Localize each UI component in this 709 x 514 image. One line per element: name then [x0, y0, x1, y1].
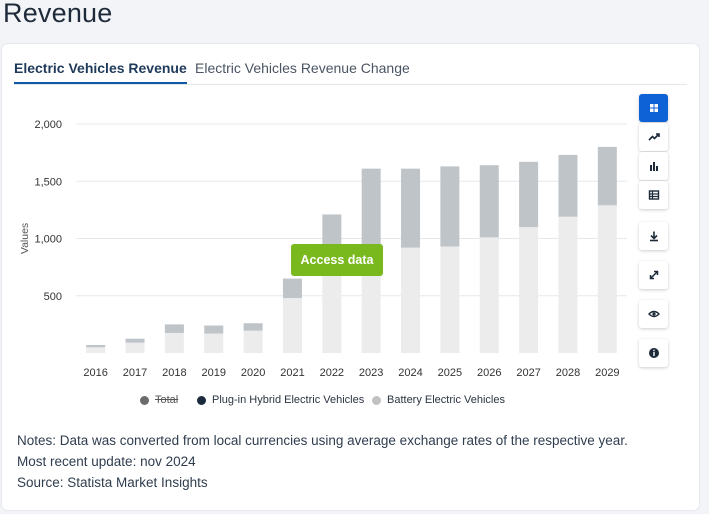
bar-segment-bev — [125, 342, 145, 353]
legend-item-total[interactable]: Total — [140, 394, 178, 406]
bar-segment-phev — [597, 146, 617, 206]
tab-bar: Electric Vehicles Revenue Electric Vehic… — [14, 58, 687, 85]
bar-segment-bev — [361, 273, 381, 353]
source-text: Source: Statista Market Insights — [17, 475, 208, 490]
bar-segment-phev — [440, 166, 460, 247]
bar-chart-button[interactable] — [639, 152, 668, 180]
tab-electric-vehicles-revenue[interactable]: Electric Vehicles Revenue — [14, 60, 187, 84]
bar-segment-phev — [401, 168, 421, 248]
bar-segment-phev — [86, 344, 106, 348]
bar-segment-phev — [125, 338, 145, 343]
x-tick-label: 2023 — [359, 367, 383, 379]
chart-card: Electric Vehicles Revenue Electric Vehic… — [2, 44, 699, 510]
y-tick-label: 500 — [44, 291, 62, 303]
legend-item-phev[interactable]: Plug-in Hybrid Electric Vehicles — [197, 394, 364, 406]
download-icon — [649, 231, 658, 242]
chart-notes: Notes: Data was converted from local cur… — [17, 430, 628, 493]
bar-segment-phev — [204, 325, 224, 334]
bar-segment-phev — [558, 154, 578, 217]
legend-item-bev[interactable]: Battery Electric Vehicles — [372, 394, 505, 406]
y-tick-label: 1,000 — [34, 234, 62, 246]
y-tick-label: 1,500 — [34, 176, 62, 188]
x-tick-label: 2021 — [280, 367, 304, 379]
x-tick-label: 2027 — [516, 367, 540, 379]
legend-label-phev: Plug-in Hybrid Electric Vehicles — [212, 394, 365, 406]
tab-electric-vehicles-revenue-change[interactable]: Electric Vehicles Revenue Change — [195, 60, 410, 76]
info-icon — [648, 348, 659, 358]
bar-segment-bev — [597, 205, 617, 353]
x-tick-label: 2020 — [241, 367, 265, 379]
x-tick-label: 2019 — [202, 367, 226, 379]
bar-chart-icon — [649, 162, 658, 171]
x-tick-label: 2028 — [556, 367, 580, 379]
grid-view-button[interactable] — [639, 94, 668, 122]
notes-text: Notes: Data was converted from local cur… — [17, 433, 628, 448]
bar-segment-phev — [519, 161, 539, 228]
legend-label-total: Total — [155, 394, 179, 406]
bar-segment-bev — [164, 332, 184, 353]
bar-segment-bev — [479, 237, 499, 353]
x-tick-label: 2024 — [398, 367, 422, 379]
x-tick-label: 2016 — [83, 367, 107, 379]
fullscreen-button[interactable] — [639, 261, 668, 289]
legend-dot-phev — [197, 395, 206, 405]
bar-segment-phev — [164, 324, 184, 333]
chart-legend: Total Plug-in Hybrid Electric Vehicles B… — [2, 394, 642, 412]
bar-segment-bev — [440, 246, 460, 353]
bar-segment-bev — [86, 347, 106, 353]
bar-segment-phev — [243, 323, 263, 331]
recent-update-text: Most recent update: nov 2024 — [17, 454, 196, 469]
x-tick-label: 2022 — [320, 367, 344, 379]
legend-label-bev: Battery Electric Vehicles — [387, 394, 505, 406]
info-button[interactable] — [639, 339, 668, 367]
access-data-button[interactable]: Access data — [291, 244, 383, 276]
preview-button[interactable] — [639, 300, 668, 328]
y-tick-label: 2,000 — [34, 119, 62, 131]
legend-dot-bev — [372, 395, 381, 405]
bar-segment-bev — [243, 330, 263, 353]
legend-dot-total — [140, 395, 149, 405]
table-view-button[interactable] — [639, 181, 668, 209]
trend-line-icon — [647, 133, 660, 141]
bar-segment-bev — [519, 227, 539, 353]
y-axis-label: Values — [19, 223, 31, 254]
x-tick-label: 2026 — [477, 367, 501, 379]
expand-icon — [649, 270, 658, 280]
bar-segment-bev — [282, 298, 302, 353]
bar-segment-phev — [322, 214, 342, 249]
bar-segment-bev — [401, 247, 421, 353]
bar-segment-bev — [204, 333, 224, 353]
table-icon — [648, 190, 659, 200]
x-tick-label: 2018 — [162, 367, 186, 379]
download-button[interactable] — [639, 222, 668, 250]
bar-segment-phev — [282, 278, 302, 299]
bar-segment-bev — [558, 216, 578, 353]
bar-segment-phev — [479, 165, 499, 238]
line-chart-button[interactable] — [639, 123, 668, 151]
stacked-bar-chart: 500 1,000 1,500 2,000 Values 2016 2017 2018 2019… — [19, 119, 627, 379]
page-title: Revenue — [3, 0, 113, 28]
x-tick-label: 2017 — [123, 367, 147, 379]
grid-icon — [649, 104, 658, 112]
x-tick-label: 2029 — [595, 367, 619, 379]
x-tick-label: 2025 — [438, 367, 462, 379]
eye-icon — [647, 310, 660, 318]
